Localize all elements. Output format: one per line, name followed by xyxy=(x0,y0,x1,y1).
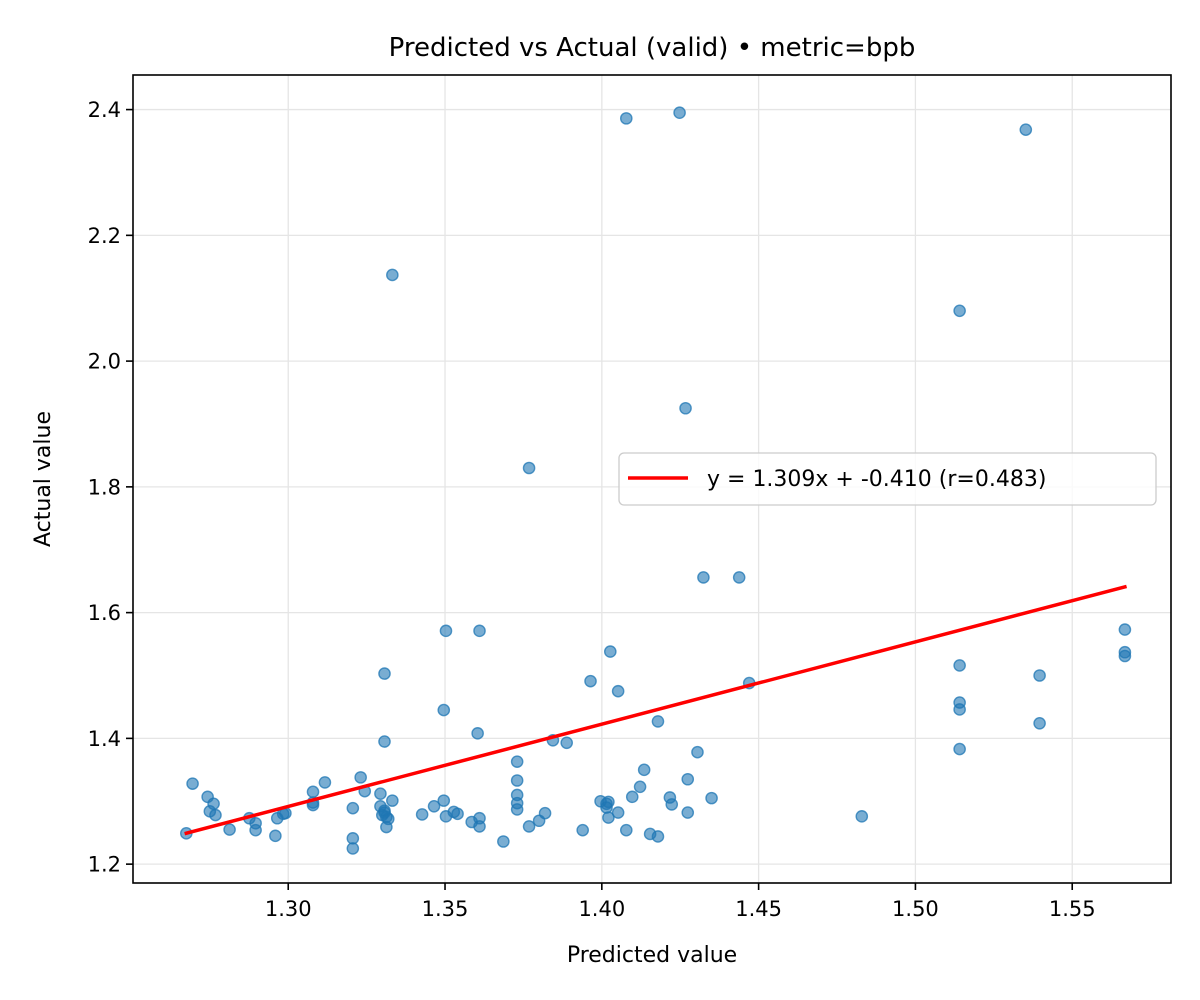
scatter-point xyxy=(633,780,647,794)
legend-label-fit-line: y = 1.309x + -0.410 (r=0.483) xyxy=(707,467,1046,492)
scatter-point xyxy=(473,820,486,833)
scatter-point xyxy=(603,645,617,658)
scatter-point xyxy=(560,736,574,750)
scatter-point xyxy=(427,799,441,813)
x-tick-label: 1.50 xyxy=(892,897,939,921)
scatter-point xyxy=(619,823,633,837)
scatter-point xyxy=(207,797,220,811)
scatter-point xyxy=(681,772,695,786)
x-tick-label: 1.45 xyxy=(735,897,782,921)
scatter-point xyxy=(346,842,360,855)
scatter-point xyxy=(471,727,484,740)
scatter-point xyxy=(691,745,704,759)
chart-title: Predicted vs Actual (valid) • metric=bpb xyxy=(389,33,916,63)
y-tick-label: 1.6 xyxy=(88,601,121,625)
y-tick-label: 2.0 xyxy=(88,350,121,374)
y-tick-label: 2.2 xyxy=(88,224,121,248)
scatter-point xyxy=(209,808,222,822)
scatter-point xyxy=(1033,716,1046,730)
scatter-point xyxy=(437,794,451,807)
scatter-point xyxy=(510,755,524,768)
scatter-point xyxy=(1118,649,1132,663)
scatter-point xyxy=(665,798,679,811)
scatter-point xyxy=(732,571,746,584)
scatter-point xyxy=(318,776,332,789)
scatter-point xyxy=(386,794,399,807)
scatter-point xyxy=(473,624,486,638)
scatter-point xyxy=(451,807,464,821)
scatter-point xyxy=(346,801,360,815)
scatter-point xyxy=(953,304,966,318)
scatter-point xyxy=(497,835,510,848)
scatter-point xyxy=(602,811,615,824)
scatter-point xyxy=(651,830,665,843)
scatter-point xyxy=(681,806,695,819)
scatter-point xyxy=(386,268,399,282)
y-axis-ticks: 1.2 1.4 1.6 1.8 2.0 2.2 2.4 xyxy=(88,98,133,877)
scatter-point xyxy=(651,715,665,728)
scatter-point xyxy=(249,823,262,837)
scatter-point xyxy=(378,667,391,680)
x-tick-label: 1.40 xyxy=(578,897,625,921)
scatter-point xyxy=(381,812,395,826)
scatter-point xyxy=(576,823,589,837)
legend-box xyxy=(618,452,1157,506)
scatter-point xyxy=(953,742,966,756)
data-points xyxy=(180,106,1132,855)
scatter-point xyxy=(855,810,869,823)
scatter-point xyxy=(1019,123,1033,137)
scatter-point xyxy=(705,791,718,805)
scatter-point xyxy=(510,774,524,787)
scatter-point xyxy=(697,571,710,584)
scatter-point xyxy=(953,703,966,716)
scatter-point xyxy=(679,401,692,415)
scatter-point xyxy=(625,790,639,804)
scatter-point xyxy=(602,795,615,809)
scatter-point xyxy=(378,735,391,748)
scatter-point xyxy=(223,823,236,836)
x-tick-label: 1.35 xyxy=(422,897,469,921)
scatter-point xyxy=(538,806,552,820)
y-tick-label: 1.4 xyxy=(88,727,121,751)
legend: y = 1.309x + -0.410 (r=0.483) xyxy=(618,452,1157,506)
y-tick-label: 1.8 xyxy=(88,475,121,499)
scatter-point xyxy=(1033,669,1046,682)
scatter-point xyxy=(354,771,367,784)
scatter-point xyxy=(522,461,536,475)
scatter-point xyxy=(415,808,429,821)
y-tick-label: 1.2 xyxy=(88,853,121,877)
y-axis-label: Actual value xyxy=(31,411,56,547)
scatter-point xyxy=(439,624,453,638)
x-axis-ticks: 1.30 1.35 1.40 1.45 1.50 1.55 xyxy=(265,883,1096,921)
scatter-point xyxy=(306,785,320,799)
scatter-point xyxy=(522,820,536,833)
scatter-point xyxy=(437,703,451,717)
scatter-point xyxy=(269,829,282,843)
x-tick-label: 1.30 xyxy=(265,897,312,921)
fit-line xyxy=(184,584,1128,836)
scatter-point xyxy=(611,684,625,698)
scatter-point xyxy=(619,112,633,125)
scatter-point xyxy=(584,674,597,688)
scatter-point xyxy=(953,659,966,672)
scatter-point xyxy=(510,803,524,816)
x-tick-label: 1.55 xyxy=(1049,897,1096,921)
plot-frame xyxy=(132,74,1172,884)
scatter-point xyxy=(1118,623,1132,636)
scatter-point xyxy=(637,763,651,777)
scatter-point xyxy=(374,787,387,801)
fit-line-group xyxy=(184,584,1128,836)
scatter-point xyxy=(673,106,686,120)
x-axis-label: Predicted value xyxy=(567,943,737,968)
scatter-point xyxy=(186,777,199,790)
scatter-point xyxy=(611,806,625,819)
y-tick-label: 2.4 xyxy=(88,98,121,122)
